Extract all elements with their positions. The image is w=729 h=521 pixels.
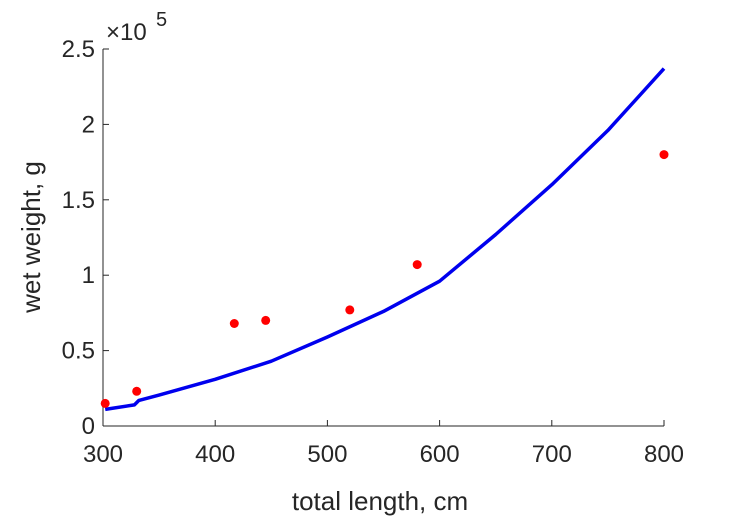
x-ticks: 300 400 500 600 700 800 bbox=[83, 420, 684, 468]
y-exponent-power: 5 bbox=[156, 9, 167, 31]
y-ticks: 0 0.5 1 1.5 2 2.5 bbox=[62, 36, 109, 440]
axes bbox=[102, 49, 664, 427]
y-exponent-base: ×10 bbox=[106, 19, 147, 46]
data-point bbox=[659, 150, 669, 160]
y-tick-label: 0.5 bbox=[62, 338, 95, 365]
y-exponent: ×10 5 bbox=[106, 9, 167, 46]
data-point bbox=[345, 305, 355, 315]
model-fit-line bbox=[104, 67, 666, 412]
x-tick-label: 300 bbox=[83, 441, 123, 468]
y-tick-label: 1.5 bbox=[62, 187, 95, 214]
y-tick-label: 1 bbox=[82, 262, 95, 289]
x-tick-label: 600 bbox=[420, 441, 460, 468]
data-point bbox=[100, 398, 110, 408]
y-axis-label: wet weight, g bbox=[16, 161, 46, 314]
data-point bbox=[132, 386, 142, 396]
data-point bbox=[261, 315, 271, 325]
x-tick-label: 500 bbox=[307, 441, 347, 468]
data-point bbox=[229, 319, 239, 328]
plot-area bbox=[100, 67, 669, 412]
data-point bbox=[412, 260, 422, 270]
y-tick-label: 0 bbox=[82, 413, 95, 440]
y-tick-label: 2.5 bbox=[62, 36, 95, 63]
x-axis-label: total length, cm bbox=[292, 486, 468, 516]
x-tick-label: 400 bbox=[195, 441, 235, 468]
x-tick-label: 700 bbox=[532, 441, 572, 468]
y-tick-label: 2 bbox=[82, 111, 95, 138]
x-tick-label: 800 bbox=[644, 441, 684, 468]
